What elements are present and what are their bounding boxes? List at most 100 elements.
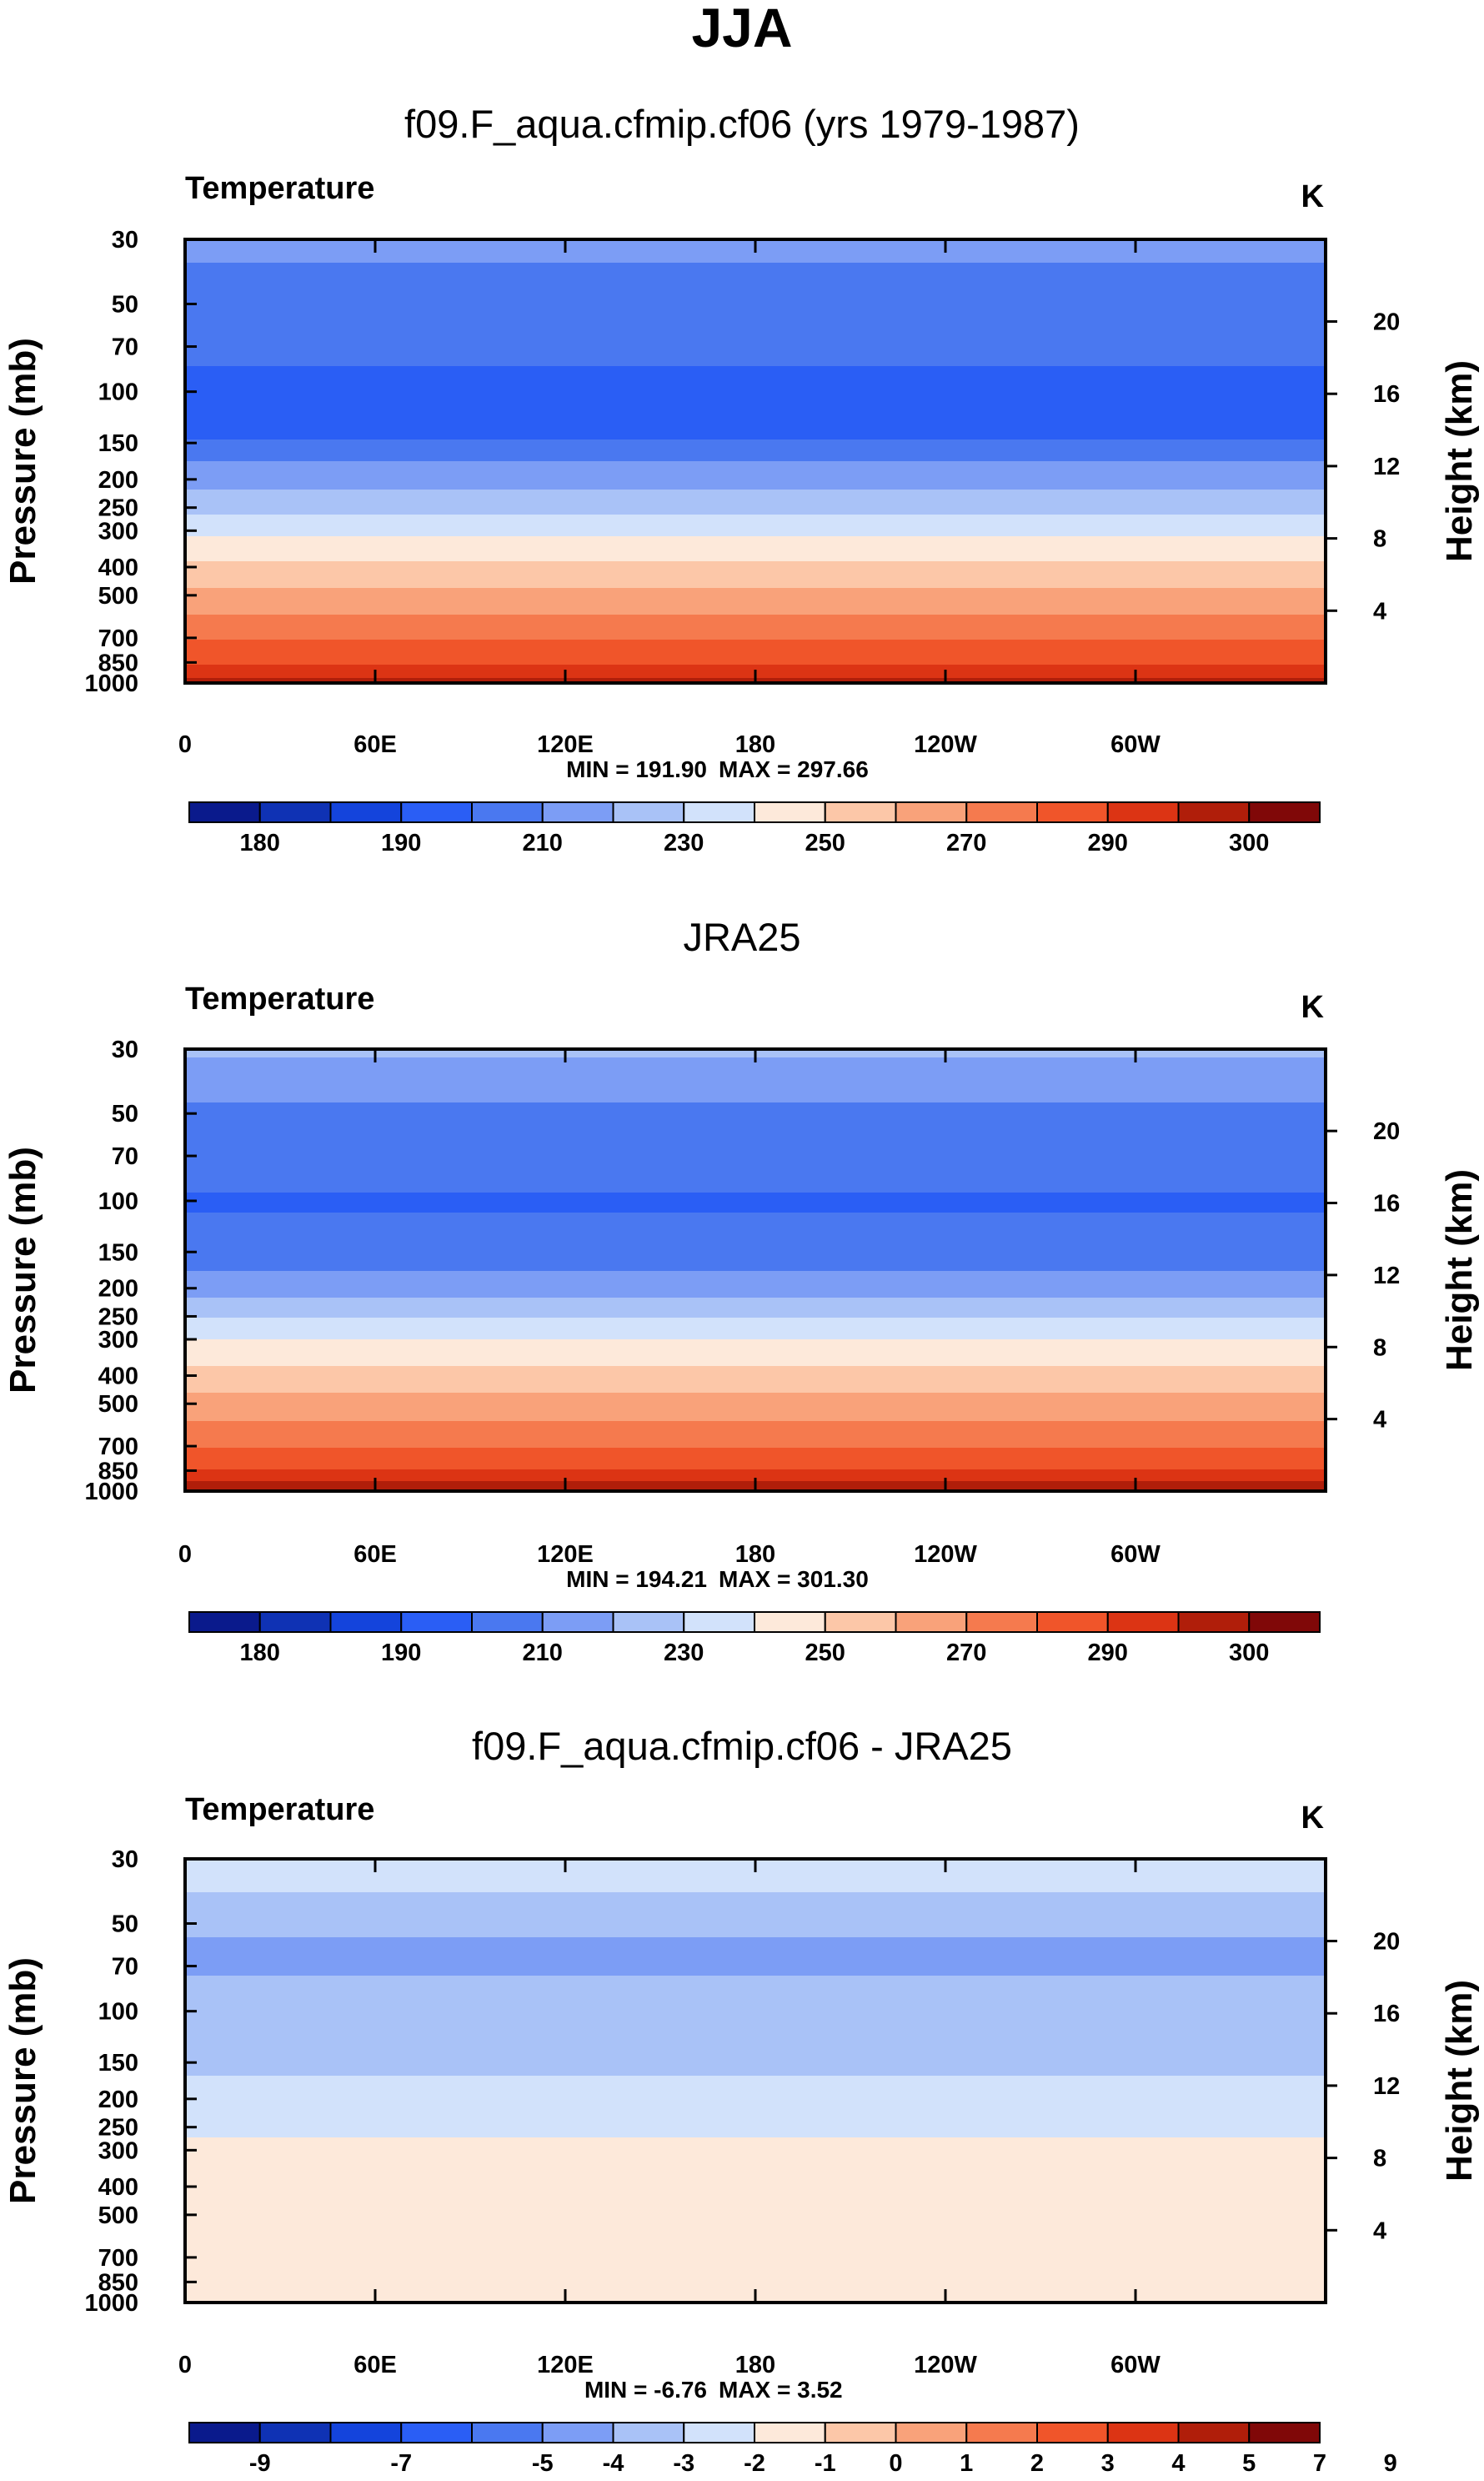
colorbar-label: -9: [249, 2450, 271, 2477]
colorbar-box: [258, 801, 332, 823]
variable-label: Temperature: [185, 982, 374, 1017]
colorbar-label: -7: [390, 2450, 412, 2477]
height-tick-label: 16: [1373, 1191, 1400, 1218]
colorbar-label: -1: [815, 2450, 836, 2477]
contour-band: [185, 1421, 1326, 1449]
x-tick-label: 120W: [914, 2352, 977, 2378]
x-tick-label: 0: [178, 1541, 192, 1568]
panel-model: f09.F_aqua.cfmip.cf06 (yrs 1979-1987) Te…: [3, 102, 1480, 856]
colorbar-label: 210: [523, 1640, 563, 1666]
colorbar-box: [754, 801, 826, 823]
height-tick-label: 4: [1373, 598, 1386, 625]
colorbar-box: [1248, 1611, 1321, 1633]
colorbar-box: [1106, 2422, 1180, 2443]
y-tick-label: 70: [112, 1143, 138, 1170]
x-tick-label: 60W: [1110, 1541, 1161, 1568]
contour-band: [185, 1448, 1326, 1470]
colorbar-box: [965, 2422, 1038, 2443]
contour-band: [185, 1469, 1326, 1482]
colorbar-box: [541, 801, 614, 823]
colorbar-label: 300: [1229, 830, 1269, 856]
contour-band: [185, 1366, 1326, 1394]
y-tick-label: 400: [98, 1364, 138, 1390]
y-tick-label: 50: [112, 1101, 138, 1127]
colorbar-label: 3: [1101, 2450, 1115, 2477]
y-tick-label: 70: [112, 334, 138, 361]
colorbar-box: [400, 801, 473, 823]
x-tick-label: 60W: [1110, 731, 1161, 758]
y-tick-label: 400: [98, 2174, 138, 2201]
y-tick-label: 200: [98, 467, 138, 494]
x-tick-label: 60E: [353, 731, 397, 758]
colorbar-box: [965, 801, 1038, 823]
colorbar-box: [471, 801, 544, 823]
colorbar-box: [1036, 2422, 1109, 2443]
height-tick-label: 8: [1373, 526, 1386, 553]
y-tick-label: 500: [98, 583, 138, 610]
y-tick-label: 300: [98, 518, 138, 545]
colorbar: 180 190 210 230 250 270 290 300: [188, 1611, 1321, 1666]
contour-band: [185, 2076, 1326, 2138]
panel-title: JRA25: [683, 915, 800, 959]
y-tick-label: 200: [98, 2087, 138, 2113]
y-axis-title: Pressure (mb): [3, 1147, 43, 1394]
min-label: MIN = 194.21: [566, 1566, 707, 1592]
contour-band: [185, 490, 1326, 515]
y-tick-label: 500: [98, 2202, 138, 2229]
x-axis-ticks: 0 60E 120E 180 120W 60W: [178, 731, 1161, 758]
colorbar-box: [683, 1611, 755, 1633]
colorbar-box: [1177, 2422, 1251, 2443]
y-tick-label: 300: [98, 1327, 138, 1354]
panel-difference: f09.F_aqua.cfmip.cf06 - JRA25 Temperatur…: [3, 1724, 1480, 2477]
colorbar-box: [1177, 1611, 1251, 1633]
y-tick-label: 100: [98, 1188, 138, 1215]
figure-title: JJA: [691, 0, 792, 58]
y-tick-label: 100: [98, 379, 138, 406]
colorbar-label: -3: [673, 2450, 694, 2477]
colorbar-label: 270: [946, 830, 986, 856]
colorbar-label: 180: [240, 830, 280, 856]
colorbar-box: [188, 2422, 261, 2443]
y-tick-label: 150: [98, 430, 138, 457]
colorbar-box: [754, 2422, 826, 2443]
height-axis-ticks: 20 16 12 8 4: [1326, 1118, 1400, 1434]
y-tick-label: 500: [98, 1391, 138, 1418]
colorbar-label: 190: [381, 830, 421, 856]
y-axis-title: Pressure (mb): [3, 1957, 43, 2204]
y-axis-title-right: Height (km): [1439, 1980, 1480, 2182]
x-tick-label: 0: [178, 2352, 192, 2378]
colorbar-label: 9: [1384, 2450, 1397, 2477]
y-tick-label: 1000: [84, 670, 138, 697]
colorbar-box: [754, 1611, 826, 1633]
x-tick-label: 120E: [537, 1541, 594, 1568]
variable-label: Temperature: [185, 171, 374, 206]
colorbar-label: 270: [946, 1640, 986, 1666]
colorbar-label: -5: [532, 2450, 554, 2477]
contour-band: [185, 615, 1326, 640]
colorbar-box: [188, 1611, 261, 1633]
contour-band: [185, 1393, 1326, 1422]
y-tick-label: 250: [98, 1303, 138, 1330]
y-tick-label: 1000: [84, 2290, 138, 2317]
colorbar-box: [1248, 2422, 1321, 2443]
height-tick-label: 12: [1373, 454, 1400, 480]
colorbar-label: 210: [523, 830, 563, 856]
contour-band: [185, 2137, 1326, 2303]
height-tick-label: 20: [1373, 1929, 1400, 1956]
colorbar-label: 230: [664, 1640, 704, 1666]
contour-band: [185, 1271, 1326, 1298]
y-tick-label: 250: [98, 495, 138, 522]
colorbar-box: [329, 1611, 403, 1633]
height-tick-label: 12: [1373, 2073, 1400, 2100]
variable-label: Temperature: [185, 1792, 374, 1827]
colorbar-box: [541, 1611, 614, 1633]
height-tick-label: 4: [1373, 2217, 1386, 2244]
contour-band: [185, 1892, 1326, 1938]
colorbar-box: [824, 1611, 897, 1633]
colorbar-label: 1: [960, 2450, 973, 2477]
colorbar-label: 0: [889, 2450, 902, 2477]
panel-title: f09.F_aqua.cfmip.cf06 - JRA25: [472, 1724, 1012, 1768]
max-label: MAX = 297.66: [719, 756, 869, 782]
y-tick-label: 850: [98, 1458, 138, 1484]
